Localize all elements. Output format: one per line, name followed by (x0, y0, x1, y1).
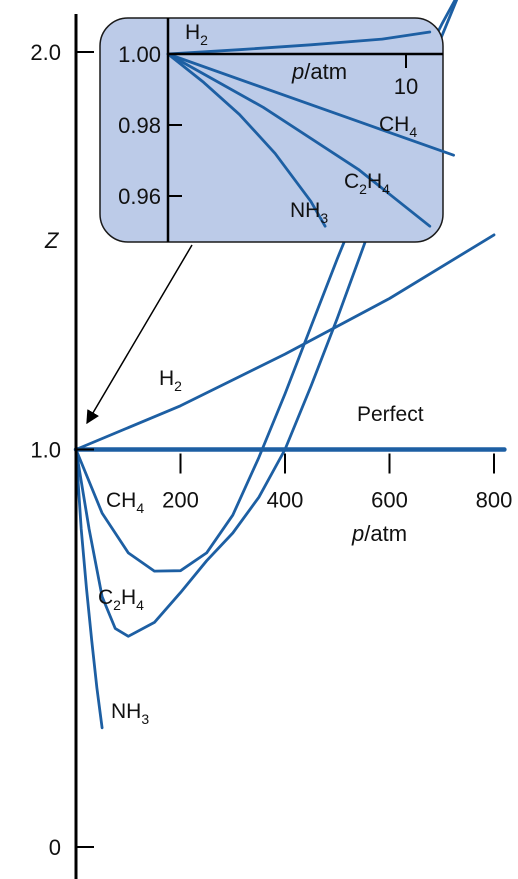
main-y-ticks: 0 1.0 2.0 (30, 40, 94, 860)
main-curve-nh3 (74, 448, 104, 730)
inset-series-label-h2: H2 (185, 21, 208, 48)
x-axis-label: p/atm (351, 521, 407, 546)
inset-x-axis-label-symbol: p (291, 59, 304, 84)
inset-series-label-c2h4: C2H4 (344, 170, 390, 197)
inset-plot: 1.000.980.96 10 p/atm H2 CH4 C2H4 NH3 (99, 17, 456, 243)
h2-label-main: H (159, 367, 174, 390)
main-x-tick-label: 400 (267, 488, 304, 513)
series-label-ch4: CH4 (106, 489, 144, 516)
inset-curve-nh3 (166, 52, 327, 228)
main-x-ticks: 200 400 600 800 (162, 453, 513, 513)
inset-y-ticks: 1.00 0.98 0.96 (118, 42, 182, 209)
main-x-tick-label: 800 (476, 488, 513, 513)
y-axis-label: Z (44, 228, 60, 253)
main-y-tick-label: 0 (49, 835, 61, 860)
inset-series-label-ch4: CH4 (379, 113, 417, 140)
inset-c2h4-label-sub2: 4 (382, 181, 390, 197)
c2h4-label-sub2: 4 (136, 597, 144, 613)
inset-y-tick-label: 0.96 (118, 184, 161, 209)
inset-c2h4-label-c: C (344, 170, 359, 193)
x-axis-label-symbol: p (351, 521, 364, 546)
series-label-c2h4: C2H4 (98, 586, 144, 613)
main-curve-h2 (74, 233, 496, 451)
inset-series-label-nh3: NH3 (290, 199, 328, 226)
nh3-label-sub: 3 (141, 711, 149, 727)
main-x-tick-label: 200 (162, 488, 199, 513)
inset-curve-ch4 (166, 52, 456, 157)
series-label-perfect: Perfect (357, 403, 424, 426)
inset-curves (166, 30, 456, 228)
inset-nh3-label-sub: 3 (320, 210, 328, 226)
inset-x-tick-label: 10 (394, 74, 418, 99)
c2h4-label-sub1: 2 (113, 597, 121, 613)
series-label-nh3: NH3 (111, 700, 149, 727)
series-label-h2: H2 (159, 367, 182, 394)
inset-background (99, 17, 444, 243)
zoom-arrow (86, 244, 193, 425)
inset-x-ticks: 10 (394, 54, 418, 99)
main-y-tick-label: 2.0 (30, 40, 61, 65)
inset-ch4-label-main: CH (379, 113, 409, 136)
inset-nh3-label-main: NH (290, 199, 320, 222)
c2h4-label-c: C (98, 586, 113, 609)
inset-ch4-label-sub: 4 (409, 124, 417, 140)
ch4-label-main: CH (106, 489, 136, 512)
inset-h2-label-sub: 2 (200, 32, 208, 48)
inset-curve-h2 (166, 30, 432, 56)
nh3-label-main: NH (111, 700, 141, 723)
inset-x-axis-label-unit: /atm (304, 59, 347, 84)
inset-h2-label-main: H (185, 21, 200, 44)
inset-x-axis-label: p/atm (291, 59, 347, 84)
inset-y-tick-label: 1.00 (118, 42, 161, 67)
main-plot: 01.02.0 200 400 600 800 Z p/atm Perfect H2 … (30, 0, 512, 879)
inset-c2h4-label-h: H (367, 170, 382, 193)
inset-c2h4-label-sub1: 2 (359, 181, 367, 197)
ch4-label-sub: 4 (136, 500, 144, 516)
x-axis-label-unit: /atm (364, 521, 407, 546)
h2-label-sub: 2 (174, 378, 182, 394)
inset-y-tick-label: 0.98 (118, 113, 161, 138)
main-x-tick-label: 600 (371, 488, 408, 513)
main-y-tick-label: 1.0 (30, 438, 61, 463)
inset-curve-c2h4 (166, 52, 432, 228)
c2h4-label-h: H (121, 586, 136, 609)
